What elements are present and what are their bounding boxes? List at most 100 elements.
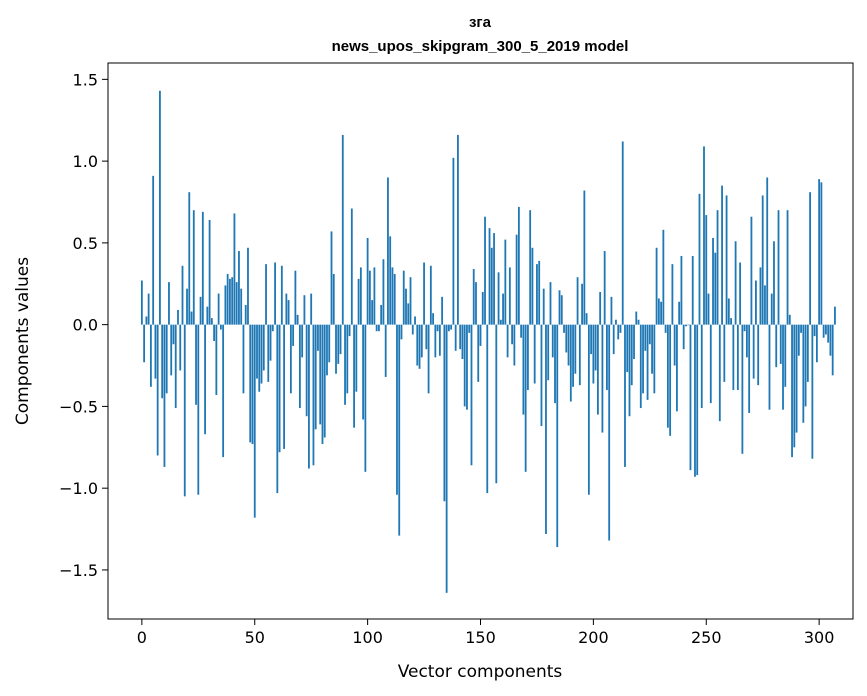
bar-274 (759, 267, 762, 325)
bar-219 (635, 311, 638, 325)
bar-13 (170, 324, 173, 376)
bar-197 (585, 313, 588, 325)
y-tick-label: 0.0 (73, 316, 98, 335)
bar-112 (393, 273, 396, 325)
bar-48 (249, 324, 252, 443)
bar-15 (174, 324, 177, 409)
bar-307 (834, 306, 836, 325)
bar-211 (617, 324, 620, 340)
bar-81 (323, 324, 326, 438)
bar-91 (346, 324, 349, 394)
chart-title: зга (469, 14, 492, 31)
bar-102 (371, 300, 374, 325)
bar-101 (368, 270, 371, 325)
bar-296 (809, 192, 812, 325)
bar-40 (231, 277, 234, 325)
bar-222 (642, 324, 644, 394)
bar-283 (779, 324, 782, 364)
bar-287 (788, 314, 791, 325)
bar-160 (502, 293, 504, 325)
bar-106 (380, 305, 383, 325)
bar-30 (208, 219, 211, 325)
bar-258 (723, 324, 726, 382)
bar-104 (375, 324, 378, 332)
bar-295 (806, 324, 809, 382)
bar-27 (201, 211, 204, 325)
bar-302 (822, 324, 825, 338)
bar-227 (653, 324, 656, 394)
bar-173 (531, 247, 534, 325)
bar-280 (773, 241, 775, 325)
bar-32 (213, 324, 216, 341)
bar-208 (610, 296, 613, 325)
bar-24 (195, 324, 197, 405)
bar-8 (159, 90, 161, 325)
bar-100 (366, 237, 369, 325)
bar-73 (305, 324, 308, 417)
bar-141 (459, 324, 462, 350)
bar-162 (506, 324, 509, 358)
bar-240 (682, 324, 685, 350)
bar-186 (560, 295, 563, 325)
bar-254 (714, 252, 717, 325)
bar-153 (486, 324, 489, 494)
bar-123 (418, 324, 421, 369)
bar-183 (554, 324, 556, 404)
bar-136 (447, 324, 450, 332)
bar-90 (344, 324, 346, 405)
bar-21 (188, 192, 191, 325)
bar-125 (423, 262, 425, 325)
bar-174 (533, 324, 536, 384)
bar-49 (251, 324, 254, 445)
bar-235 (671, 264, 674, 325)
bar-72 (303, 295, 306, 325)
bar-135 (445, 324, 448, 593)
bar-60 (276, 324, 279, 494)
bar-108 (384, 324, 387, 377)
bar-172 (529, 210, 532, 325)
bar-288 (791, 324, 793, 458)
bar-78 (317, 324, 319, 351)
bar-191 (572, 324, 574, 387)
bar-0 (140, 280, 143, 325)
y-axis-ticks: −1.5 −1.0 −0.5 0.0 0.5 1.0 1.5 (59, 70, 108, 580)
bar-200 (592, 324, 595, 384)
bar-255 (716, 210, 719, 325)
bar-261 (730, 318, 732, 325)
bar-281 (775, 324, 778, 368)
bar-50 (253, 324, 256, 518)
y-tick-label: −0.5 (59, 397, 98, 416)
bar-12 (168, 282, 170, 325)
bar-259 (725, 195, 728, 325)
bar-193 (576, 277, 579, 325)
bar-234 (669, 324, 672, 436)
bar-206 (606, 324, 608, 391)
bar-192 (574, 324, 577, 374)
bar-120 (411, 324, 414, 335)
bar-67 (292, 324, 295, 346)
bar-249 (703, 146, 705, 325)
bar-159 (499, 319, 502, 325)
bar-297 (811, 324, 814, 459)
bar-184 (556, 324, 559, 548)
bar-148 (475, 282, 477, 325)
bar-301 (820, 182, 823, 325)
y-tick-label: 1.0 (73, 152, 98, 171)
bar-198 (587, 324, 590, 495)
bar-210 (615, 319, 617, 325)
x-tick-label: 50 (245, 628, 265, 647)
bar-110 (389, 236, 392, 325)
x-tick-label: 250 (691, 628, 722, 647)
bar-218 (633, 324, 635, 359)
bar-105 (378, 324, 380, 332)
bar-170 (524, 324, 527, 472)
bar-224 (646, 324, 649, 400)
bar-163 (508, 267, 511, 325)
bar-266 (741, 324, 744, 454)
bar-175 (536, 264, 538, 325)
bar-51 (256, 324, 258, 379)
bar-190 (569, 324, 572, 402)
bar-165 (513, 324, 516, 366)
bar-62 (280, 265, 283, 325)
bar-145 (468, 324, 471, 333)
